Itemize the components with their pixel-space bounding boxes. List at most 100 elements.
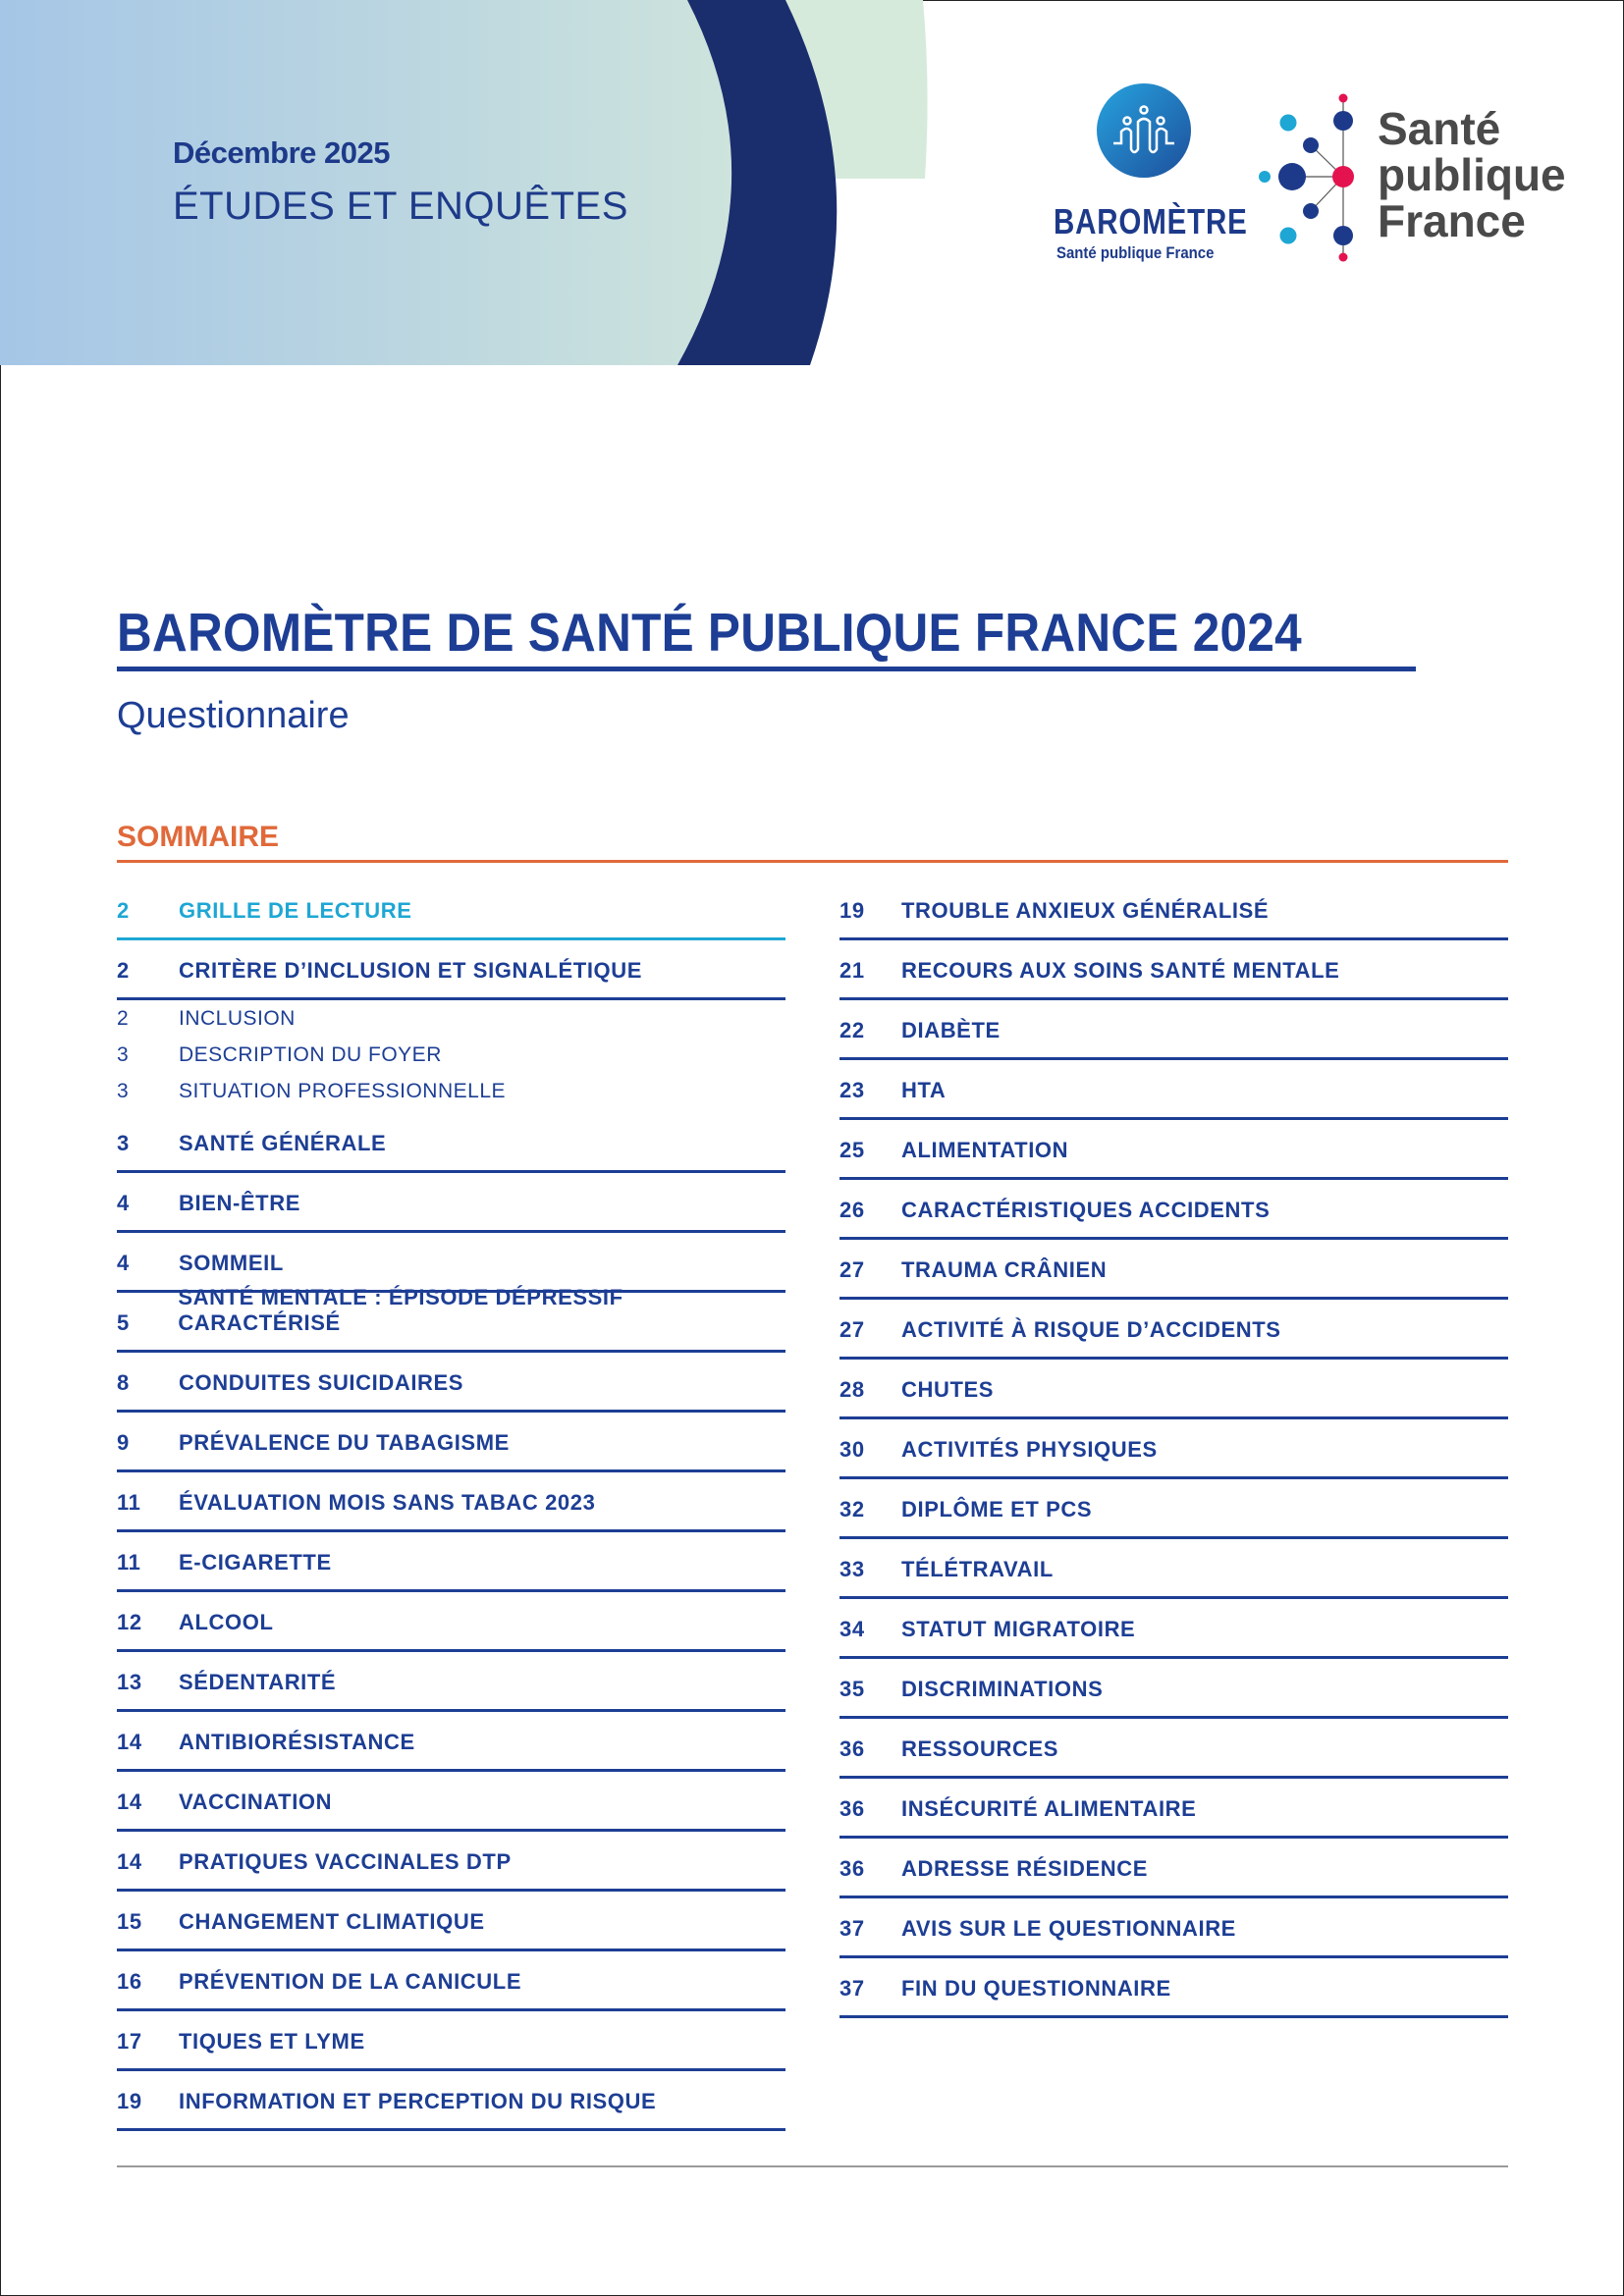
toc-entry-label: ÉVALUATION MOIS SANS TABAC 2023 — [179, 1490, 596, 1515]
toc-entry[interactable]: 30 ACTIVITÉS PHYSIQUES — [839, 1419, 1508, 1479]
toc-entry-label: CONDUITES SUICIDAIRES — [179, 1370, 464, 1395]
toc-entry[interactable]: 12 ALCOOL — [117, 1592, 785, 1652]
toc-page-number: 32 — [839, 1497, 865, 1522]
toc-page-number: 5 — [117, 1310, 130, 1335]
toc-subentry[interactable]: 3 DESCRIPTION DU FOYER — [117, 1037, 785, 1073]
toc-entry[interactable]: 14 VACCINATION — [117, 1772, 785, 1832]
toc-entry[interactable]: 28 CHUTES — [839, 1360, 1508, 1419]
toc-entry[interactable]: 36 INSÉCURITÉ ALIMENTAIRE — [839, 1779, 1508, 1839]
toc-page-number: 27 — [839, 1317, 865, 1342]
toc-entry-label: FIN DU QUESTIONNAIRE — [901, 1976, 1171, 2001]
toc-entry-label: PRATIQUES VACCINALES DTP — [179, 1849, 512, 1874]
toc-entry[interactable]: 19 TROUBLE ANXIEUX GÉNÉRALISÉ — [839, 881, 1508, 940]
toc-page-number: 25 — [839, 1138, 865, 1162]
toc-entry[interactable]: 3 SANTÉ GÉNÉRALE — [117, 1113, 785, 1173]
toc-entry[interactable]: 8 CONDUITES SUICIDAIRES — [117, 1353, 785, 1413]
toc-entry-label: DISCRIMINATIONS — [901, 1677, 1104, 1701]
publication-category: ÉTUDES ET ENQUÊTES — [173, 185, 628, 228]
toc-entry[interactable]: 5 SANTÉ MENTALE : ÉPISODE DÉPRESSIF CARAC… — [117, 1285, 785, 1353]
toc-entry-label: CHUTES — [901, 1377, 995, 1402]
toc-entry-label: TIQUES ET LYME — [179, 2029, 365, 2054]
toc-page-number: 34 — [839, 1617, 865, 1641]
toc-entry[interactable]: 37 FIN DU QUESTIONNAIRE — [839, 1958, 1508, 2018]
toc-entry-label: VACCINATION — [179, 1789, 333, 1814]
toc-entry[interactable]: 25 ALIMENTATION — [839, 1120, 1508, 1180]
toc-entry[interactable]: 26 CARACTÉRISTIQUES ACCIDENTS — [839, 1180, 1508, 1240]
toc-entry[interactable]: 33 TÉLÉTRAVAIL — [839, 1539, 1508, 1599]
toc-entry[interactable]: 37 AVIS SUR LE QUESTIONNAIRE — [839, 1898, 1508, 1958]
toc-entry-label: CRITÈRE D’INCLUSION ET SIGNALÉTIQUE — [179, 958, 643, 983]
toc-entry-label: CARACTÉRISTIQUES ACCIDENTS — [901, 1198, 1271, 1222]
toc-entry[interactable]: 16 PRÉVENTION DE LA CANICULE — [117, 1951, 785, 2011]
toc-entry[interactable]: 22 DIABÈTE — [839, 1000, 1508, 1060]
toc-subentry[interactable]: 3 SITUATION PROFESSIONNELLE — [117, 1073, 785, 1109]
toc-entry-label: ADRESSE RÉSIDENCE — [901, 1856, 1149, 1881]
toc-entry[interactable]: 27 TRAUMA CRÂNIEN — [839, 1240, 1508, 1300]
toc-entry-label: ACTIVITÉS PHYSIQUES — [901, 1437, 1158, 1462]
toc-entry[interactable]: 4 SOMMEIL — [117, 1233, 785, 1293]
toc-heading: SOMMAIRE — [117, 821, 279, 853]
toc-entry-label: TROUBLE ANXIEUX GÉNÉRALISÉ — [901, 898, 1270, 923]
toc-entry-label: ALIMENTATION — [901, 1138, 1069, 1162]
document-title: BAROMÈTRE DE SANTÉ PUBLIQUE FRANCE 2024 — [117, 602, 1302, 663]
toc-entry-label: INSÉCURITÉ ALIMENTAIRE — [901, 1796, 1197, 1821]
toc-entry[interactable]: 15 CHANGEMENT CLIMATIQUE — [117, 1892, 785, 1951]
toc-entry[interactable]: 36 RESSOURCES — [839, 1719, 1508, 1779]
title-underline — [117, 667, 1416, 671]
toc-page-number: 16 — [117, 1969, 142, 1994]
barometre-logo-subtitle: Santé publique France — [1056, 243, 1215, 262]
toc-page-number: 35 — [839, 1677, 865, 1701]
footer-divider — [117, 2165, 1508, 2167]
toc-page-number: 37 — [839, 1976, 865, 2001]
toc-entry-label: ACTIVITÉ À RISQUE D’ACCIDENTS — [901, 1317, 1281, 1342]
toc-entry-label: RECOURS AUX SOINS SANTÉ MENTALE — [901, 958, 1340, 983]
toc-entry-label: BIEN-ÊTRE — [179, 1191, 300, 1215]
toc-entry-label: TÉLÉTRAVAIL — [901, 1557, 1054, 1581]
spf-logo-line: publique — [1378, 149, 1566, 200]
toc-page-number: 21 — [839, 958, 865, 983]
toc-entry[interactable]: 11 ÉVALUATION MOIS SANS TABAC 2023 — [117, 1472, 785, 1532]
toc-entry[interactable]: 19 INFORMATION ET PERCEPTION DU RISQUE — [117, 2071, 785, 2131]
toc-page-number: 14 — [117, 1849, 142, 1874]
toc-page-number: 30 — [839, 1437, 865, 1462]
toc-entry-label: SANTÉ MENTALE : ÉPISODE DÉPRESSIF CARACT… — [178, 1285, 623, 1335]
publication-date: Décembre 2025 — [173, 135, 391, 170]
toc-page-number: 37 — [839, 1916, 865, 1941]
toc-entry[interactable]: 23 HTA — [839, 1060, 1508, 1120]
toc-page-number: 13 — [117, 1670, 142, 1694]
toc-entry-label: ANTIBIORÉSISTANCE — [179, 1730, 415, 1754]
toc-entry-label: PRÉVALENCE DU TABAGISME — [179, 1430, 510, 1455]
toc-entry[interactable]: 17 TIQUES ET LYME — [117, 2011, 785, 2071]
barometre-logo-icon — [1097, 83, 1191, 178]
toc-entry-label: AVIS SUR LE QUESTIONNAIRE — [901, 1916, 1236, 1941]
toc-entry-label: SOMMEIL — [179, 1251, 284, 1275]
toc-entry[interactable]: 2 GRILLE DE LECTURE — [117, 881, 785, 940]
toc-entry[interactable]: 36 ADRESSE RÉSIDENCE — [839, 1839, 1508, 1898]
toc-page-number: 27 — [839, 1257, 865, 1282]
toc-page-number: 36 — [839, 1856, 865, 1881]
toc-entry[interactable]: 9 PRÉVALENCE DU TABAGISME — [117, 1413, 785, 1472]
toc-entry-label: CHANGEMENT CLIMATIQUE — [179, 1909, 485, 1934]
toc-page-number: 4 — [117, 1191, 130, 1215]
toc-left-column: 2 GRILLE DE LECTURE 2 CRITÈRE D’INCLUSION E… — [117, 881, 785, 2131]
toc-subentry[interactable]: 2 INCLUSION — [117, 1000, 785, 1037]
toc-entry[interactable]: 14 ANTIBIORÉSISTANCE — [117, 1712, 785, 1772]
toc-entry[interactable]: 35 DISCRIMINATIONS — [839, 1659, 1508, 1719]
toc-page-number: 12 — [117, 1610, 142, 1634]
toc-page-number: 3 — [117, 1042, 130, 1066]
toc-entry[interactable]: 2 CRITÈRE D’INCLUSION ET SIGNALÉTIQUE — [117, 940, 785, 1000]
document-subtitle: Questionnaire — [117, 695, 350, 736]
toc-entry[interactable]: 32 DIPLÔME ET PCS — [839, 1479, 1508, 1539]
toc-entry[interactable]: 34 STATUT MIGRATOIRE — [839, 1599, 1508, 1659]
toc-page-number: 3 — [117, 1079, 130, 1102]
toc-page-number: 26 — [839, 1198, 865, 1222]
toc-entry[interactable]: 21 RECOURS AUX SOINS SANTÉ MENTALE — [839, 940, 1508, 1000]
toc-entry-label: TRAUMA CRÂNIEN — [901, 1257, 1108, 1282]
toc-page-number: 28 — [839, 1377, 865, 1402]
toc-entry[interactable]: 27 ACTIVITÉ À RISQUE D’ACCIDENTS — [839, 1300, 1508, 1360]
toc-page-number: 33 — [839, 1557, 865, 1581]
toc-entry[interactable]: 4 BIEN-ÊTRE — [117, 1173, 785, 1233]
toc-entry[interactable]: 11 E-CIGARETTE — [117, 1532, 785, 1592]
toc-entry[interactable]: 13 SÉDENTARITÉ — [117, 1652, 785, 1712]
toc-entry[interactable]: 14 PRATIQUES VACCINALES DTP — [117, 1832, 785, 1892]
